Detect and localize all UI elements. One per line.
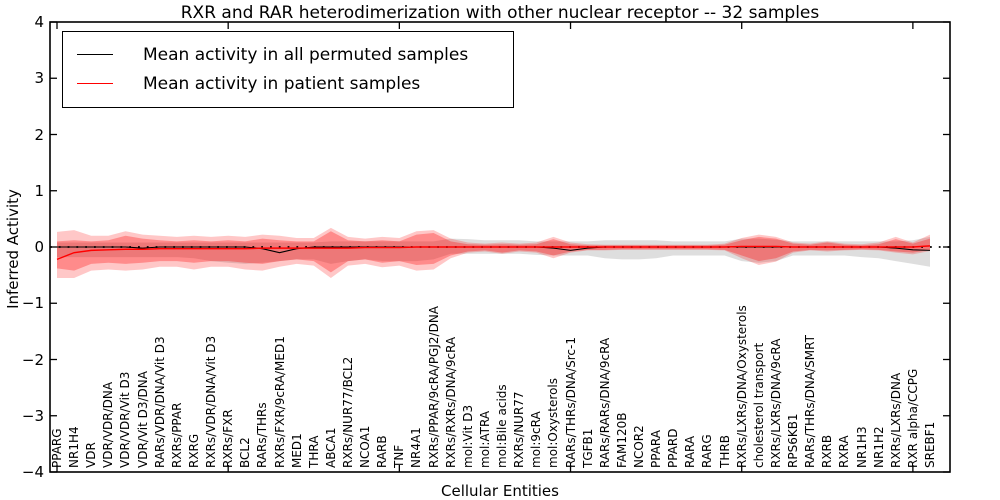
x-tick-label: THRA bbox=[306, 435, 321, 468]
x-tick-label: RXRs/NUR77 bbox=[512, 391, 527, 468]
x-tick-label: mol:9cRA bbox=[529, 411, 544, 468]
x-tick-label: mol:Bile acids bbox=[495, 384, 510, 468]
x-tick-label: NR1H3 bbox=[854, 426, 869, 468]
x-tick-label: RXRs/LXRs/DNA/9cRA bbox=[768, 338, 783, 469]
y-tick-label: 4 bbox=[34, 13, 44, 31]
y-tick-label: 2 bbox=[34, 125, 44, 144]
x-tick-label: BCL2 bbox=[238, 437, 253, 468]
x-tick-label: VDR bbox=[84, 442, 99, 468]
x-tick-label: VDR/VDR/Vit D3 bbox=[118, 371, 133, 468]
x-tick-label: RARs/THRs bbox=[255, 402, 270, 468]
x-tick-label: RARG bbox=[700, 434, 715, 468]
x-tick-label: RXRs/VDR/DNA/Vit D3 bbox=[204, 335, 219, 468]
x-tick-label: RXRs/PPAR bbox=[169, 402, 184, 468]
patient-mean-line bbox=[56, 245, 931, 261]
x-tick-label: RARs/THRs/DNA/SMRT bbox=[803, 335, 818, 468]
y-tick-label: −1 bbox=[21, 294, 44, 313]
x-tick-label: mol:ATRA bbox=[477, 410, 492, 468]
x-tick-label: RXRs/FXR bbox=[221, 409, 236, 468]
x-tick-label: TGFB1 bbox=[580, 428, 595, 468]
x-tick-label: RPS6KB1 bbox=[786, 413, 801, 468]
x-tick-label: THRB bbox=[717, 435, 732, 468]
legend-label-permuted: Mean activity in all permuted samples bbox=[143, 44, 469, 65]
legend-line-patient-icon bbox=[77, 83, 113, 84]
x-tick-label: RXRs/PPAR/9cRA/PGJ2/DNA bbox=[426, 306, 441, 468]
y-tick-label: −2 bbox=[21, 350, 44, 369]
y-tick-label: 0 bbox=[34, 238, 44, 256]
x-tick-label: RXRA bbox=[837, 435, 852, 468]
x-tick-label: RARs/THRs/DNA/Src-1 bbox=[563, 337, 578, 468]
x-tick-label: RXRs/NUR77/BCL2 bbox=[341, 356, 355, 468]
x-tick-label: RXR alpha/CCPG bbox=[905, 368, 920, 468]
x-tick-label: RXRG bbox=[186, 433, 201, 468]
y-tick-label: −3 bbox=[21, 406, 44, 425]
legend-line-permuted-icon bbox=[77, 54, 113, 55]
x-tick-label: RARB bbox=[375, 435, 390, 468]
patient-band-inner bbox=[57, 231, 930, 273]
x-tick-label: PPARD bbox=[666, 428, 681, 469]
x-tick-label: VDR/VDR/DNA bbox=[101, 381, 116, 468]
x-tick-label: FAM120B bbox=[614, 412, 629, 469]
x-tick-label: RARs/RARs/DNA/9cRA bbox=[597, 337, 612, 468]
x-tick-label: RARA bbox=[683, 435, 698, 468]
x-tick-label: mol:Vit D3 bbox=[460, 404, 475, 468]
x-tick-label: mol:Oxysterols bbox=[546, 378, 561, 468]
x-tick-label: cholesterol transport bbox=[751, 342, 766, 468]
x-tick-label: NR1H2 bbox=[871, 426, 886, 468]
x-tick-label: RARs/VDR/DNA/Vit D3 bbox=[152, 336, 167, 468]
chart-title: RXR and RAR heterodimerization with othe… bbox=[180, 3, 820, 23]
y-tick-label: 3 bbox=[34, 69, 44, 88]
x-tick-label: SREBF1 bbox=[923, 421, 937, 468]
x-tick-label: NR4A1 bbox=[409, 427, 424, 468]
x-tick-label: RXRs/LXRs/DNA bbox=[888, 372, 903, 468]
x-tick-label: NCOR2 bbox=[632, 425, 646, 468]
x-tick-label: ABCA1 bbox=[323, 427, 338, 468]
legend-label-patient: Mean activity in patient samples bbox=[143, 73, 421, 94]
legend-box: Mean activity in all permuted samples Me… bbox=[62, 31, 514, 108]
x-tick-label: RXRs/FXR/9cRA/MED1 bbox=[272, 336, 287, 468]
x-tick-label: RXRs/LXRs/DNA/Oxysterols bbox=[734, 305, 749, 468]
permuted-band bbox=[57, 236, 930, 267]
y-tick-label: 1 bbox=[34, 181, 44, 200]
x-tick-label: VDR/Vit D3/DNA bbox=[135, 371, 150, 468]
x-tick-label: NCOA1 bbox=[358, 425, 373, 468]
x-axis-label: Cellular Entities bbox=[441, 482, 559, 500]
x-tick-label: PPARA bbox=[649, 430, 664, 468]
y-tick-label: −4 bbox=[21, 463, 44, 481]
legend-entry-permuted: Mean activity in all permuted samples bbox=[77, 40, 513, 69]
x-tick-label: PPARG bbox=[50, 428, 64, 468]
x-tick-label: RXRs/RXRs/DNA/9cRA bbox=[443, 336, 458, 468]
legend-entry-patient: Mean activity in patient samples bbox=[77, 69, 513, 98]
x-tick-label: NR1H4 bbox=[67, 426, 82, 468]
patient-band-outer bbox=[57, 227, 930, 278]
x-tick-label: MED1 bbox=[289, 433, 304, 468]
x-tick-label: TNF bbox=[392, 444, 407, 468]
x-tick-label: RXRB bbox=[820, 434, 835, 468]
